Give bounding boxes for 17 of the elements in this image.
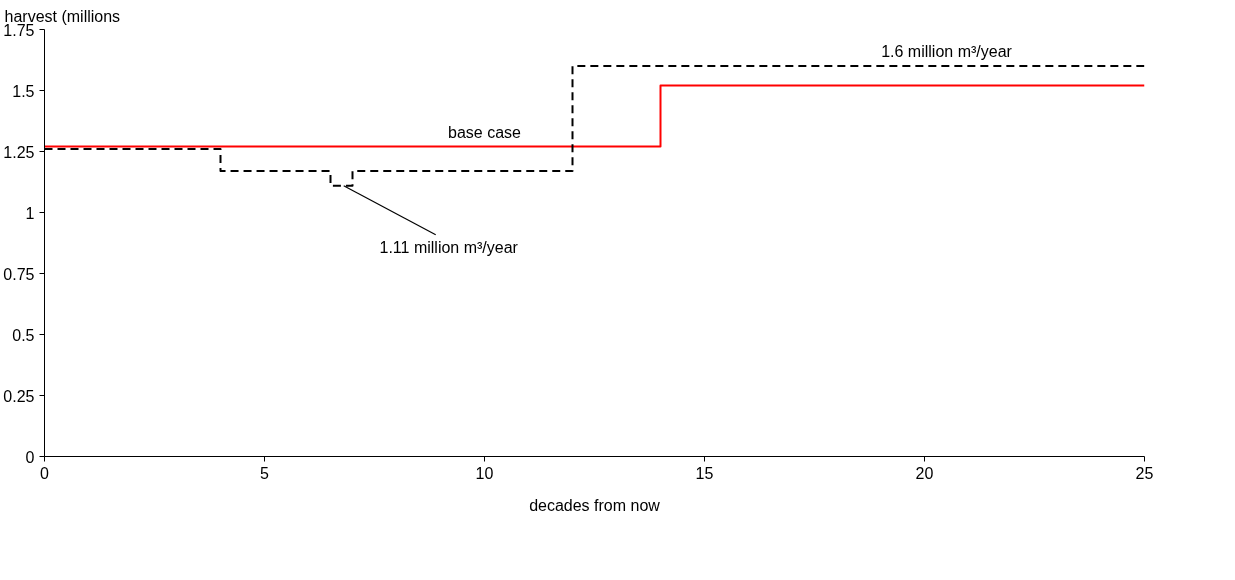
y-tick-label: 0.25: [3, 387, 35, 405]
annotation: base case: [448, 123, 522, 141]
x-tick-label: 15: [695, 464, 714, 482]
x-tick-label: 0: [40, 464, 50, 482]
y-tick-label: 1.25: [3, 143, 35, 161]
x-tick-label: 5: [260, 464, 270, 482]
y-tick-label: 0.75: [3, 265, 35, 283]
x-axis-title: decades from now: [529, 496, 661, 514]
x-tick-label: 10: [475, 464, 494, 482]
x-tick-label: 25: [1135, 464, 1154, 482]
annotation: 1.11 million m³/year: [379, 239, 519, 257]
y-tick-label: 0: [25, 448, 35, 466]
y-tick-label: 1.5: [12, 82, 35, 100]
y-tick-label: 0.5: [12, 326, 35, 344]
annotation: 1.6 million m³/year: [881, 43, 1013, 61]
x-tick-label: 20: [915, 464, 934, 482]
y-tick-label: 1: [25, 204, 35, 222]
